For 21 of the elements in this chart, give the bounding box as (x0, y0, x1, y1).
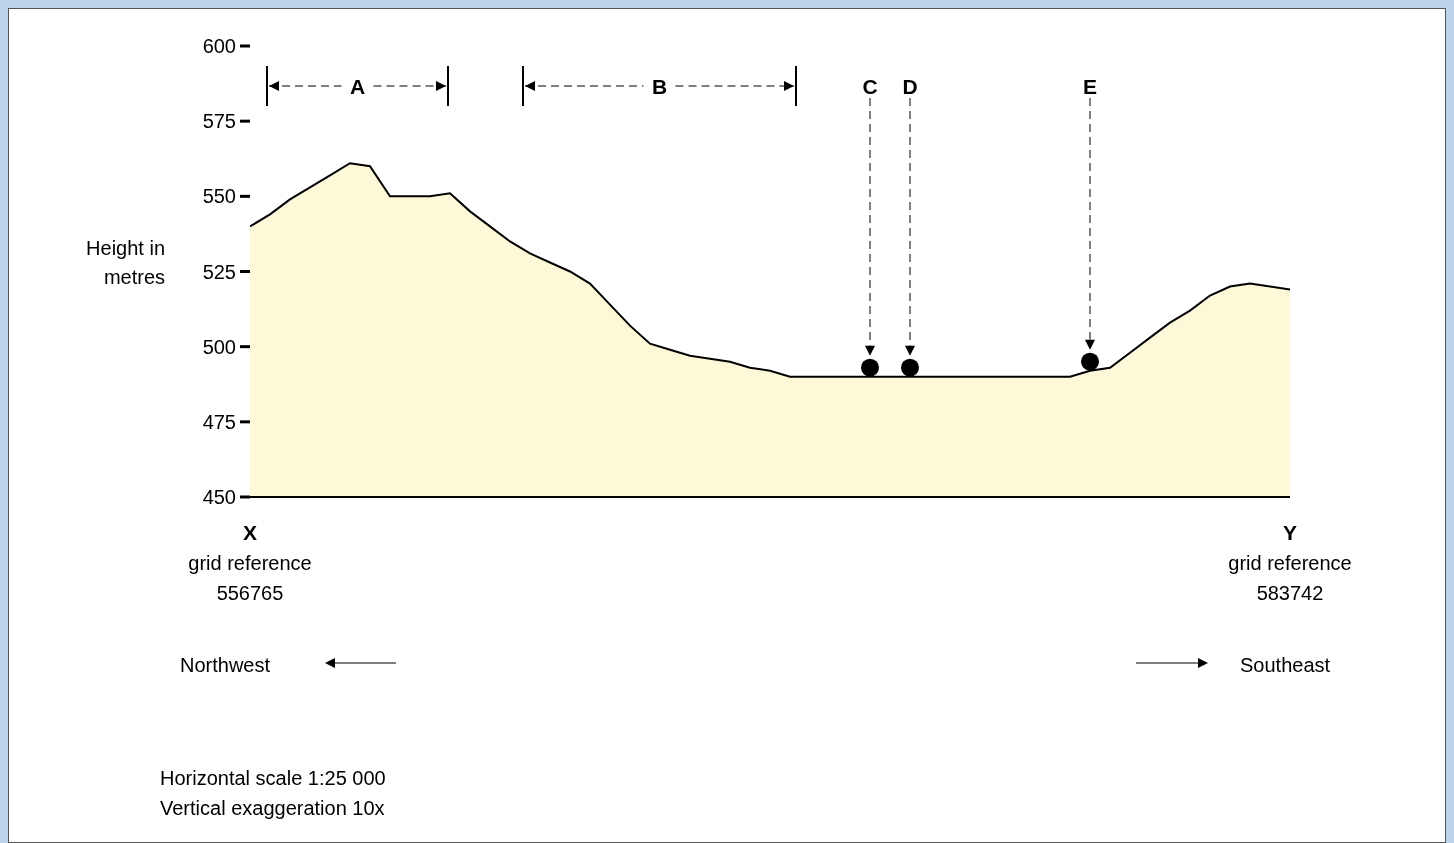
x-tick-label: X (242, 520, 258, 544)
annotation: D (902, 74, 918, 98)
annotation: E (1082, 74, 1098, 98)
annotation: B (651, 74, 668, 98)
y-tick-label: 475 (202, 410, 236, 433)
text: Northwest (180, 653, 271, 678)
x-tick-label: Y (1282, 520, 1298, 544)
y-tick-label: 550 (202, 185, 236, 208)
y-tick-label: 600 (202, 35, 236, 58)
y-tick-label: 525 (202, 260, 236, 283)
text: Southeast (1240, 653, 1331, 678)
text: grid reference 556765 (187, 551, 313, 606)
annotation: A (349, 74, 366, 98)
y-tick-label: 575 (202, 110, 236, 133)
y-tick-label: 500 (202, 335, 236, 358)
text: grid reference 583742 (1227, 551, 1353, 606)
annotation: C (862, 74, 878, 98)
text: Horizontal scale 1:25 000 (160, 766, 386, 791)
y-axis-title: Height in metres (85, 236, 165, 290)
text: Vertical exaggeration 10x (160, 796, 385, 821)
y-tick-label: 450 (202, 486, 236, 509)
